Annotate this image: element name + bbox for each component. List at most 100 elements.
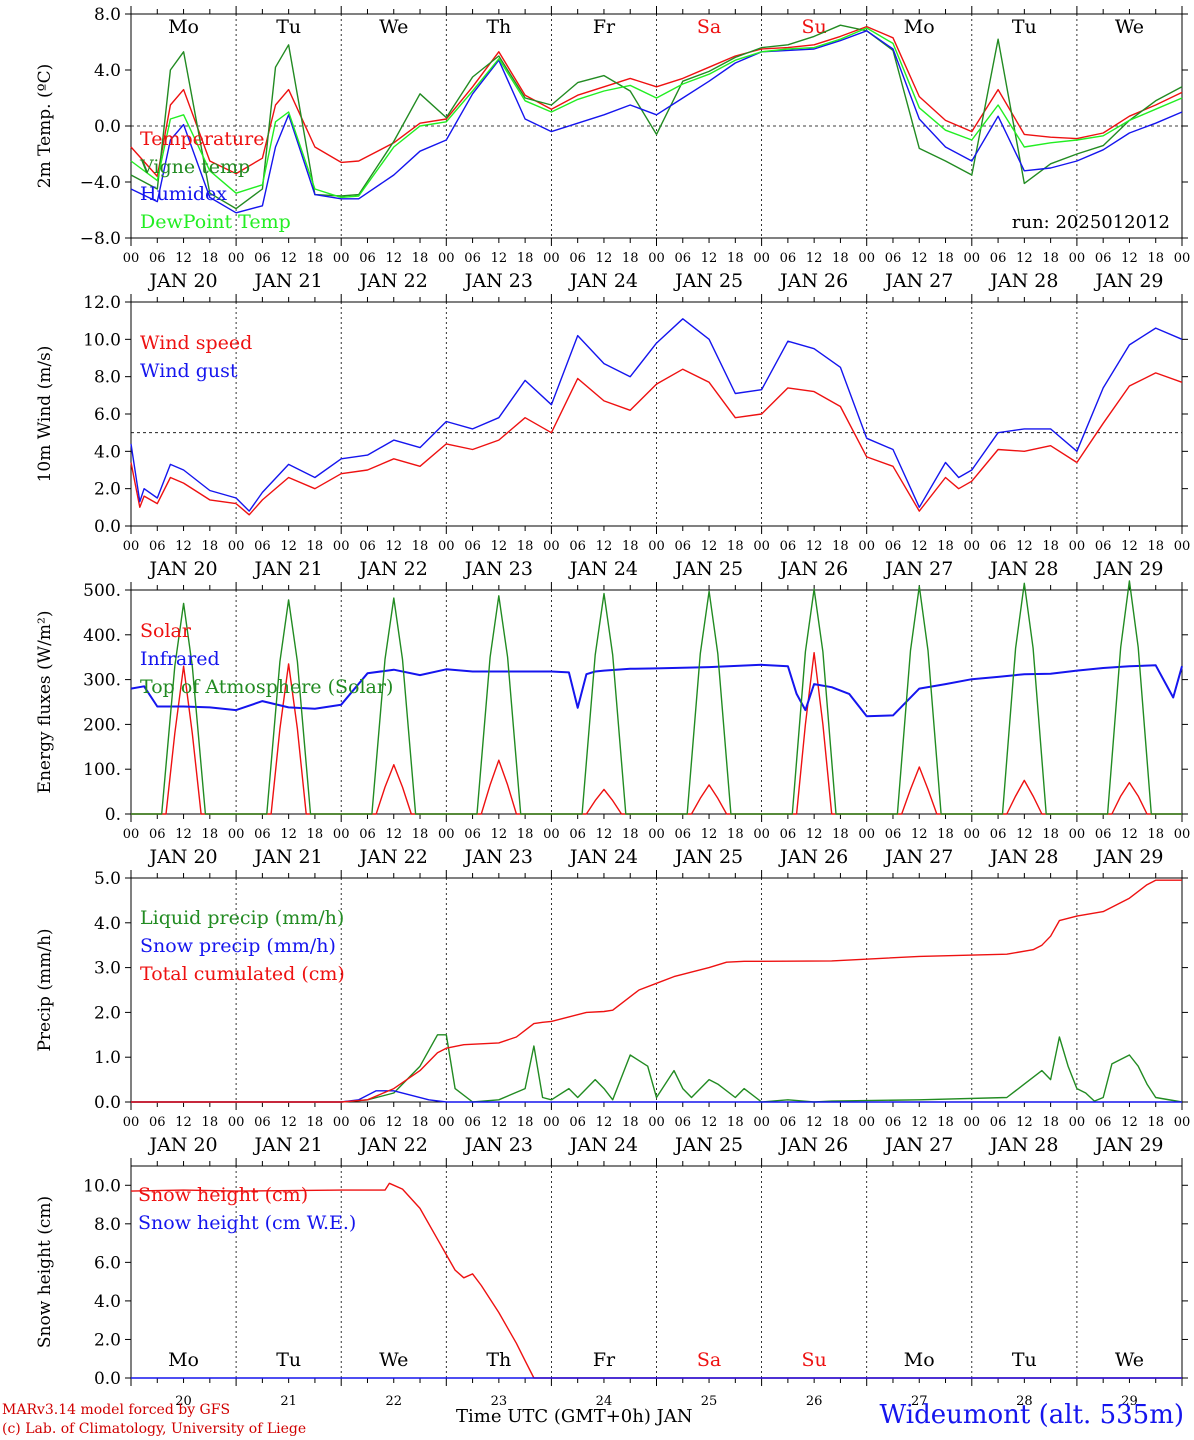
hour-tick-label: 00 xyxy=(858,251,875,266)
hour-tick-label: 12 xyxy=(1016,251,1033,266)
hour-tick-label: 00 xyxy=(438,251,455,266)
hour-tick-label: 12 xyxy=(280,539,297,554)
hour-tick-label: 18 xyxy=(202,827,219,842)
hour-tick-label: 18 xyxy=(832,251,849,266)
hour-tick-label: 18 xyxy=(202,539,219,554)
series-line-dewpoint-temp xyxy=(130,27,1183,199)
hour-tick-label: 12 xyxy=(385,251,402,266)
series-line-snow-height-cm xyxy=(130,1182,1182,1379)
y-tick-label: 400. xyxy=(83,626,121,646)
hour-tick-label: 00 xyxy=(858,827,875,842)
hour-tick-label: 12 xyxy=(911,251,928,266)
hour-tick-label: 18 xyxy=(1042,1115,1059,1130)
legend-entry: Humidex xyxy=(140,183,227,205)
hour-tick-label: 06 xyxy=(149,1115,166,1130)
hour-tick-label: 12 xyxy=(385,539,402,554)
weekday-label: Su xyxy=(802,16,827,38)
hour-tick-label: 12 xyxy=(1016,1115,1033,1130)
hour-tick-label: 00 xyxy=(1069,1115,1086,1130)
date-label: JAN 25 xyxy=(673,558,743,580)
date-label: JAN 22 xyxy=(358,270,428,292)
hour-tick-label: 18 xyxy=(517,1115,534,1130)
hour-tick-label: 18 xyxy=(832,1115,849,1130)
y-tick-label: 2.0 xyxy=(94,1003,121,1023)
hour-tick-label: 18 xyxy=(727,1115,744,1130)
hour-tick-label: 12 xyxy=(911,827,928,842)
date-label: JAN 27 xyxy=(883,558,953,580)
day-number-label: 29 xyxy=(1121,1394,1138,1409)
weekday-label: Mo xyxy=(168,16,199,38)
hour-tick-label: 06 xyxy=(359,1115,376,1130)
hour-tick-label: 12 xyxy=(701,1115,718,1130)
hour-tick-label: 00 xyxy=(543,827,560,842)
hour-tick-label: 06 xyxy=(1095,827,1112,842)
weekday-label: Mo xyxy=(904,1349,935,1371)
date-label: JAN 22 xyxy=(358,846,428,868)
series-line-wind-gust xyxy=(130,318,1183,512)
hour-tick-label: 18 xyxy=(1042,251,1059,266)
y-tick-label: 6.0 xyxy=(94,1253,121,1273)
legend-entry: Wind speed xyxy=(140,332,252,354)
hour-tick-label: 00 xyxy=(1174,827,1191,842)
y-tick-label: 0.0 xyxy=(94,517,121,537)
weekday-label: Tu xyxy=(1012,16,1037,38)
date-label: JAN 26 xyxy=(778,558,848,580)
y-tick-label: 8.0 xyxy=(94,368,121,388)
hour-tick-label: 12 xyxy=(911,1115,928,1130)
hour-tick-label: 06 xyxy=(885,1115,902,1130)
date-label: JAN 23 xyxy=(463,270,533,292)
series-line-infrared xyxy=(130,663,1183,718)
hour-tick-label: 12 xyxy=(701,539,718,554)
weekday-label: Mo xyxy=(168,1349,199,1371)
hour-tick-label: 18 xyxy=(412,1115,429,1130)
hour-tick-label: 18 xyxy=(202,1115,219,1130)
hour-tick-label: 12 xyxy=(806,539,823,554)
hour-tick-label: 18 xyxy=(622,1115,639,1130)
y-tick-label: 0.0 xyxy=(94,117,121,137)
hour-tick-label: 18 xyxy=(307,827,324,842)
date-label: JAN 20 xyxy=(147,846,217,868)
time-axis-title: Time UTC (GMT+0h) JAN xyxy=(456,1406,693,1427)
hour-tick-label: 06 xyxy=(885,827,902,842)
date-label: JAN 28 xyxy=(988,558,1058,580)
weekday-label: Tu xyxy=(276,1349,301,1371)
hour-tick-label: 06 xyxy=(885,539,902,554)
hour-tick-label: 00 xyxy=(543,1115,560,1130)
hour-tick-label: 12 xyxy=(1016,827,1033,842)
hour-tick-label: 00 xyxy=(648,251,665,266)
hour-tick-label: 00 xyxy=(123,251,140,266)
series-line-vigne-temp xyxy=(130,24,1183,210)
date-label: JAN 29 xyxy=(1093,558,1163,580)
date-label: JAN 23 xyxy=(463,558,533,580)
legend-entry: Snow height (cm W.E.) xyxy=(138,1212,356,1234)
hour-tick-label: 06 xyxy=(359,251,376,266)
day-number-label: 24 xyxy=(596,1394,613,1409)
weekday-label: Sa xyxy=(697,1349,721,1371)
series-line-total-cumulated-cm xyxy=(131,879,1182,1103)
legend-entry: Infrared xyxy=(140,648,220,670)
hour-tick-label: 18 xyxy=(412,827,429,842)
weekday-label: We xyxy=(1115,16,1144,38)
date-label: JAN 24 xyxy=(568,270,638,292)
y-tick-label: −4.0 xyxy=(80,173,121,193)
hour-tick-label: 18 xyxy=(1147,251,1164,266)
hour-tick-label: 18 xyxy=(1147,1115,1164,1130)
hour-tick-label: 00 xyxy=(1174,1115,1191,1130)
hour-tick-label: 12 xyxy=(1121,539,1138,554)
hour-tick-label: 06 xyxy=(149,827,166,842)
legend-entry: Snow precip (mm/h) xyxy=(140,935,336,957)
hour-tick-label: 00 xyxy=(228,539,245,554)
hour-tick-label: 06 xyxy=(569,539,586,554)
day-number-label: 28 xyxy=(1016,1394,1033,1409)
hour-tick-label: 06 xyxy=(885,251,902,266)
hour-tick-label: 18 xyxy=(1147,827,1164,842)
hour-tick-label: 00 xyxy=(1069,827,1086,842)
y-tick-label: 0.0 xyxy=(94,1093,121,1113)
hour-tick-label: 00 xyxy=(1069,251,1086,266)
y-tick-label: 8.0 xyxy=(94,1215,121,1235)
y-axis-label: 2m Temp. (ºC) xyxy=(35,64,55,189)
hour-tick-label: 18 xyxy=(622,539,639,554)
y-tick-label: 2.0 xyxy=(94,1330,121,1350)
weekday-label: Fr xyxy=(593,1349,616,1371)
date-label: JAN 26 xyxy=(778,846,848,868)
